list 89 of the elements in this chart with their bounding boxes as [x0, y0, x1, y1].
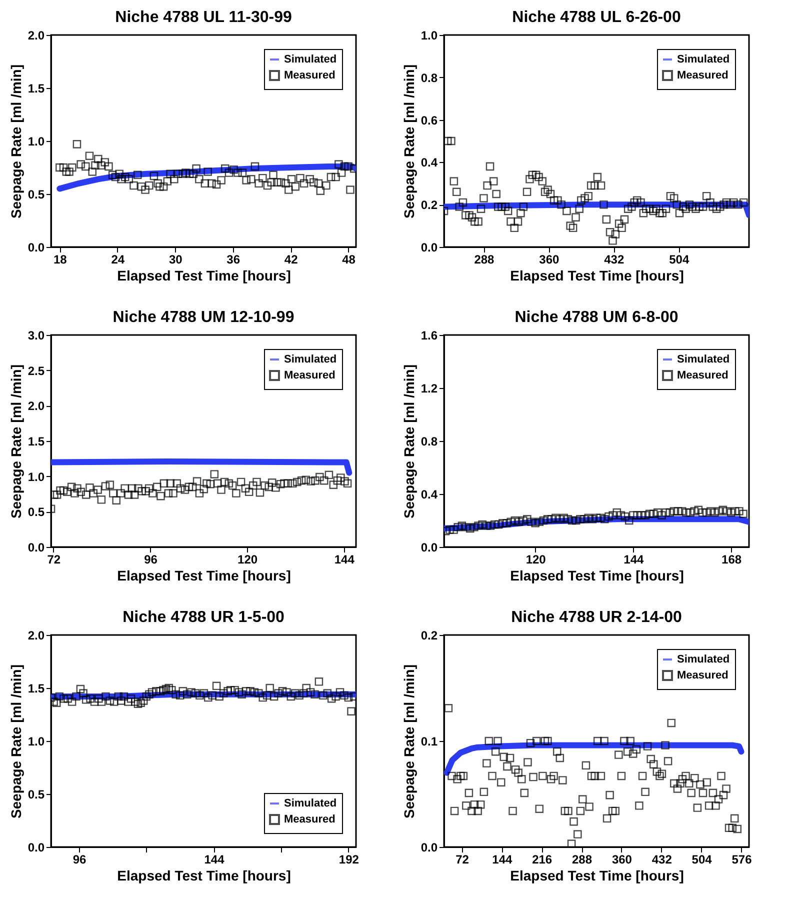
legend-label: Measured — [677, 370, 728, 382]
y-axis-title: Seepage Rate [ml /min] — [8, 64, 24, 219]
x-tick-label: 168 — [722, 552, 742, 566]
x-tick-label: 42 — [284, 252, 298, 266]
y-tick-label: 0.5 — [28, 505, 45, 520]
chart-title: Niche 4788 UL 6-26-00 — [512, 9, 681, 26]
x-tick-label: 288 — [474, 252, 495, 266]
x-tick-label: 360 — [539, 252, 560, 266]
x-tick-label: 120 — [238, 552, 258, 566]
x-tick-label: 48 — [342, 252, 356, 266]
x-axis-title: Elapsed Test Time [hours] — [117, 568, 291, 584]
x-tick-label: 144 — [624, 552, 644, 566]
y-tick-label: 1.6 — [420, 328, 438, 342]
y-tick-label: 0.0 — [28, 540, 45, 554]
y-tick-label: 0.0 — [420, 540, 438, 554]
legend-label: Simulated — [284, 354, 337, 366]
legend-label: Measured — [284, 370, 336, 382]
y-axis-title: Seepage Rate [ml /min] — [8, 364, 24, 519]
y-tick-label: 0.2 — [420, 628, 438, 642]
legend-label: Measured — [677, 670, 728, 682]
x-tick-label: 432 — [652, 852, 672, 866]
y-tick-label: 2.0 — [28, 399, 45, 414]
x-tick-label: 144 — [204, 852, 225, 866]
y-tick-label: 2.0 — [28, 28, 45, 42]
y-tick-label: 0.0 — [420, 840, 438, 854]
legend-label: Simulated — [677, 354, 730, 366]
x-tick-label: 120 — [526, 552, 546, 566]
x-tick-label: 288 — [572, 852, 592, 866]
y-axis-title: Seepage Rate [ml /min] — [400, 664, 417, 819]
y-tick-label: 2.5 — [28, 364, 45, 378]
y-tick-label: 1.0 — [28, 134, 45, 148]
y-tick-label: 0.4 — [420, 488, 438, 502]
legend-label: Measured — [677, 70, 728, 82]
y-tick-label: 0.0 — [28, 840, 45, 854]
legend-label: Simulated — [677, 654, 730, 666]
y-tick-label: 1.5 — [28, 82, 45, 96]
x-tick-label: 30 — [168, 252, 183, 266]
y-tick-label: 3.0 — [28, 328, 45, 342]
x-tick-label: 360 — [612, 852, 632, 866]
y-tick-label: 0.5 — [28, 788, 45, 802]
x-tick-label: 24 — [111, 252, 125, 266]
y-tick-label: 2.0 — [28, 628, 45, 642]
chart-title: Niche 4788 UL 11-30-99 — [115, 9, 292, 26]
legend-label: Simulated — [677, 54, 730, 66]
chart-title: Niche 4788 UR 1-5-00 — [122, 609, 285, 626]
y-tick-label: 0.1 — [420, 734, 438, 748]
y-tick-label: 1.0 — [28, 734, 45, 748]
y-tick-label: 1.5 — [28, 434, 45, 448]
legend-label: Measured — [284, 814, 336, 826]
x-tick-label: 72 — [456, 852, 470, 866]
x-axis-title: Elapsed Test Time [hours] — [510, 868, 684, 884]
x-axis-title: Elapsed Test Time [hours] — [117, 868, 291, 884]
y-axis-title: Seepage Rate [ml /min] — [400, 64, 417, 219]
x-tick-label: 192 — [338, 852, 360, 866]
y-axis-title: Seepage Rate [ml /min] — [8, 664, 24, 819]
x-tick-label: 144 — [492, 852, 513, 866]
x-tick-label: 216 — [532, 852, 552, 866]
y-tick-label: 0.8 — [420, 70, 438, 85]
y-tick-label: 0.4 — [420, 156, 438, 170]
x-axis-title: Elapsed Test Time [hours] — [510, 268, 684, 284]
legend-label: Measured — [284, 70, 336, 82]
legend-label: Simulated — [284, 798, 337, 810]
y-tick-label: 0.0 — [420, 240, 438, 254]
x-tick-label: 504 — [669, 252, 690, 266]
x-tick-label: 72 — [47, 552, 61, 566]
legend-label: Simulated — [284, 54, 337, 66]
y-tick-label: 1.0 — [28, 470, 45, 484]
x-tick-label: 18 — [53, 252, 68, 266]
y-tick-label: 0.2 — [420, 198, 438, 212]
chart-title: Niche 4788 UM 12-10-99 — [112, 309, 294, 326]
y-tick-label: 1.5 — [28, 682, 45, 696]
y-tick-label: 0.8 — [420, 434, 438, 448]
y-tick-label: 1.0 — [420, 28, 438, 42]
x-tick-label: 504 — [692, 852, 712, 866]
x-tick-label: 96 — [144, 552, 158, 566]
chart-title: Niche 4788 UM 6-8-00 — [514, 309, 678, 326]
x-axis-title: Elapsed Test Time [hours] — [117, 268, 291, 284]
x-tick-label: 144 — [334, 552, 355, 566]
x-axis-title: Elapsed Test Time [hours] — [510, 568, 684, 584]
y-tick-label: 0.0 — [28, 240, 45, 254]
x-tick-label: 432 — [604, 252, 624, 266]
y-tick-label: 0.5 — [28, 188, 45, 202]
x-tick-label: 96 — [72, 852, 87, 866]
y-tick-label: 1.2 — [420, 382, 438, 396]
y-tick-label: 0.6 — [420, 113, 438, 128]
y-axis-title: Seepage Rate [ml /min] — [400, 364, 417, 519]
x-tick-label: 36 — [226, 252, 240, 266]
x-tick-label: 576 — [732, 852, 752, 866]
chart-title: Niche 4788 UR 2-14-00 — [511, 609, 682, 626]
